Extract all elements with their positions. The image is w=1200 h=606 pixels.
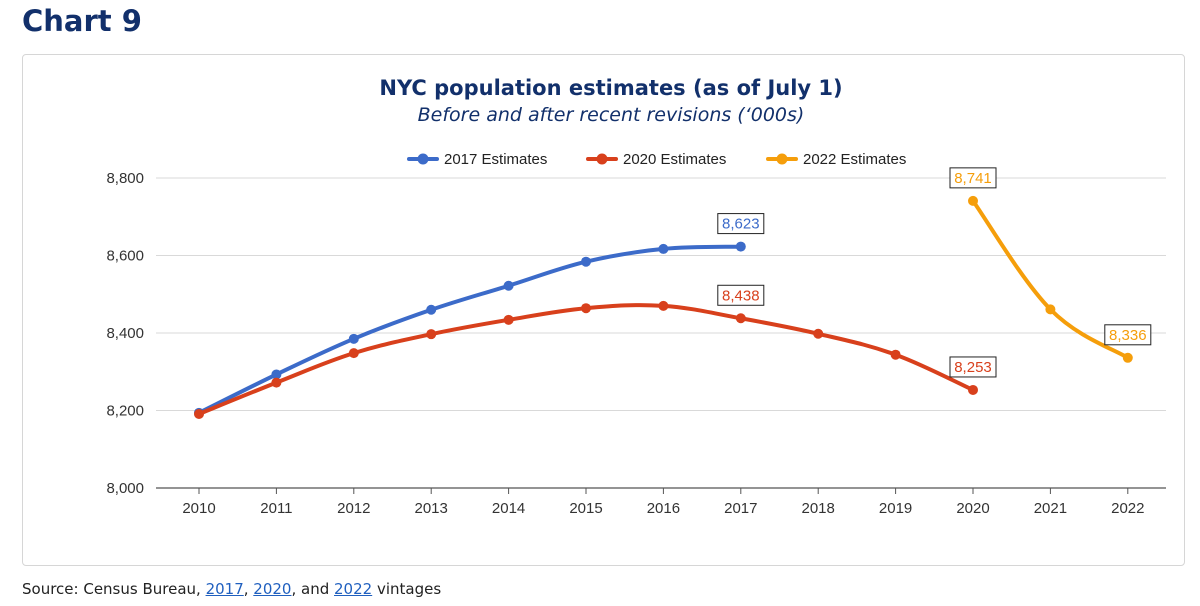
data-point xyxy=(735,313,746,324)
data-label-box xyxy=(949,167,997,189)
source-link-2020[interactable]: 2020 xyxy=(253,580,292,598)
data-point xyxy=(348,333,359,344)
y-tick-label: 8,800 xyxy=(106,170,144,187)
x-axis: 2010 2011 2012 2013 2014 2015 2016 2017 2018 2019… xyxy=(182,488,1144,517)
data-label: 8,336 xyxy=(1104,324,1152,346)
data-point xyxy=(890,349,901,360)
data-label: 8,438 xyxy=(717,284,765,306)
data-labels: 8,623 8,438 8,253 8,741 8,336 xyxy=(717,167,1152,378)
data-label-box xyxy=(717,284,765,306)
source-separator: , xyxy=(243,580,254,598)
data-point xyxy=(813,328,824,339)
source-prefix: Source: Census Bureau, xyxy=(22,580,206,598)
legend-item: 2020 Estimates xyxy=(586,151,726,168)
source-link-2017[interactable]: 2017 xyxy=(205,580,244,598)
data-point xyxy=(581,256,591,267)
x-tick-label: 2018 xyxy=(802,500,835,517)
x-tick-label: 2010 xyxy=(182,500,215,517)
data-point xyxy=(271,369,282,380)
legend-item: 2017 Estimates xyxy=(407,151,547,168)
line-chart: NYC population estimates (as of July 1) … xyxy=(106,76,1166,517)
y-axis: 8,000 8,200 8,400 8,600 8,800 xyxy=(106,170,144,497)
data-point xyxy=(1122,352,1133,363)
data-label-text: 8,623 xyxy=(722,216,760,233)
data-label: 8,623 xyxy=(717,213,765,235)
legend-swatch-marker xyxy=(776,153,788,165)
data-label-text: 8,336 xyxy=(1109,327,1147,344)
page-heading: Chart 9 xyxy=(22,4,142,38)
series-line xyxy=(197,303,975,416)
series xyxy=(194,195,1133,419)
series-2022 xyxy=(968,195,1133,363)
legend-label: 2022 Estimates xyxy=(803,151,906,168)
data-label: 8,741 xyxy=(949,167,997,189)
legend: 2017 Estimates 2020 Estimates 2022 Estimat… xyxy=(407,151,906,168)
chart-subtitle: Before and after recent revisions (‘000s… xyxy=(418,104,805,126)
source-note: Source: Census Bureau, 2017, 2020, and 2… xyxy=(22,580,441,598)
data-point xyxy=(581,303,591,314)
data-point xyxy=(426,304,437,315)
data-point xyxy=(735,241,746,252)
data-point xyxy=(503,280,514,291)
data-label-text: 8,741 xyxy=(954,170,992,187)
x-tick-label: 2012 xyxy=(337,500,370,517)
y-tick-label: 8,400 xyxy=(106,325,144,342)
y-tick-label: 8,200 xyxy=(106,403,144,420)
source-separator: , and xyxy=(291,580,335,598)
x-tick-label: 2014 xyxy=(492,500,525,517)
x-tick-label: 2015 xyxy=(569,500,602,517)
data-point xyxy=(658,243,669,254)
data-point xyxy=(968,195,978,206)
data-label-text: 8,438 xyxy=(722,287,760,304)
legend-label: 2017 Estimates xyxy=(444,151,547,168)
legend-item: 2022 Estimates xyxy=(766,151,906,168)
x-tick-label: 2022 xyxy=(1111,500,1144,517)
data-point xyxy=(1045,304,1056,315)
data-point xyxy=(426,329,437,340)
series-2017 xyxy=(194,241,746,418)
data-point xyxy=(658,300,669,311)
source-suffix: vintages xyxy=(372,580,442,598)
chart-card: NYC population estimates (as of July 1) … xyxy=(22,54,1185,566)
y-tick-label: 8,600 xyxy=(106,248,144,265)
data-label-box xyxy=(1104,324,1152,346)
x-tick-label: 2019 xyxy=(879,500,912,517)
data-label-text: 8,253 xyxy=(954,359,992,376)
x-tick-label: 2020 xyxy=(956,500,989,517)
series-2020 xyxy=(194,300,978,419)
x-tick-label: 2021 xyxy=(1034,500,1067,517)
data-point xyxy=(503,314,514,325)
legend-swatch-marker xyxy=(417,153,429,165)
series-line xyxy=(197,244,743,415)
data-point xyxy=(271,377,282,388)
legend-label: 2020 Estimates xyxy=(623,151,726,168)
source-link-2022[interactable]: 2022 xyxy=(334,580,373,598)
x-tick-label: 2017 xyxy=(724,500,757,517)
x-tick-label: 2011 xyxy=(260,500,292,517)
data-point xyxy=(348,348,359,359)
chart-title: NYC population estimates (as of July 1) xyxy=(379,76,842,100)
data-label: 8,253 xyxy=(949,356,997,378)
data-point xyxy=(194,408,204,419)
data-point xyxy=(968,384,978,395)
y-tick-label: 8,000 xyxy=(106,480,144,497)
legend-swatch-marker xyxy=(596,153,608,165)
gridlines xyxy=(156,177,1166,489)
x-tick-label: 2013 xyxy=(415,500,448,517)
data-label-box xyxy=(949,356,997,378)
data-label-box xyxy=(717,213,765,235)
x-tick-label: 2016 xyxy=(647,500,680,517)
